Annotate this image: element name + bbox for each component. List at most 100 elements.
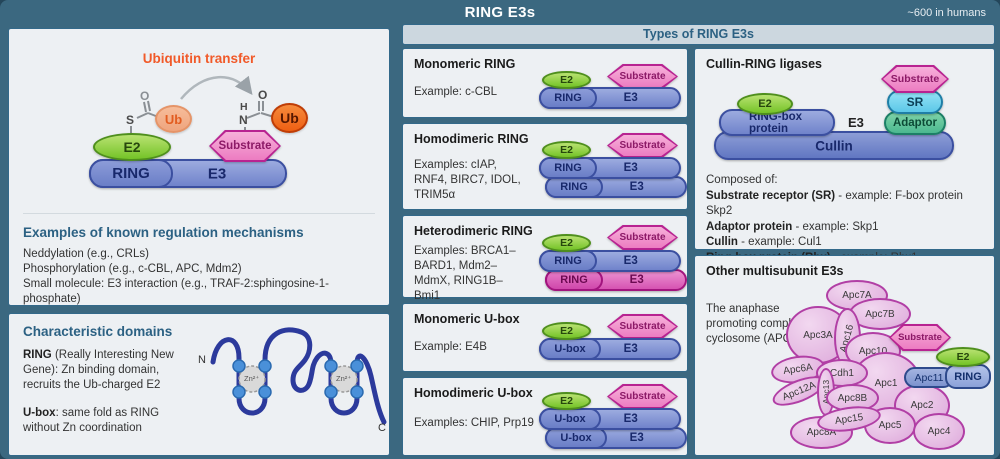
e3-bar-2: U-box E3 [545,427,687,449]
types-header-title: Types of RING E3s [643,27,754,41]
e2-enzyme: E2 [542,392,591,410]
apc-e2-enzyme: E2 [936,347,990,367]
oxygen-atom-right: O [258,88,268,102]
homodimeric-ring-section: Homodimeric RING Examples: cIAP, RNF4, B… [402,123,688,210]
e3-bar: RING E3 [89,159,287,188]
ubox-domain: U-box [545,427,607,449]
substrate-hexagon: Substrate [209,130,281,162]
section-example: Examples: cIAP, RNF4, BIRC7, IDOL, TRIM5… [414,159,521,201]
c-terminus-label: C [378,422,386,434]
composed-title: Composed of: [706,174,778,186]
transfer-bonds-arrow [130,75,275,135]
regulation-item: Small molecule: E3 interaction (e.g., TR… [23,278,329,305]
e3-bar: RING E3 [539,87,681,109]
apc-ring-pill: RING [945,364,991,389]
adaptor-pill: Adaptor [884,111,946,135]
substrate-hexagon: Substrate [607,133,678,158]
zn-label: Zn²⁺ [336,374,352,383]
panel-divider [23,213,375,214]
types-header-bar: Types of RING E3s [402,24,995,45]
ring-definition: RING (Really Interesting New Gene): Zn b… [23,349,174,391]
page-title: RING E3s [464,4,536,21]
apc-description: The anaphase promoting complex/ cyclosom… [706,303,807,345]
composed-item: Cullin - example: Cul1 [706,236,822,248]
composed-of-list: Composed of: Substrate receptor (SR) - e… [706,173,990,266]
protein-squiggle [210,327,387,425]
e3-bar-1: RING E3 [539,157,681,179]
ring-domain: RING [539,87,597,109]
section-title: Homodimeric RING [414,132,529,146]
hydrogen-atom: H [240,101,248,113]
composed-item: Adaptor protein - example: Skp1 [706,220,879,233]
e2-enzyme: E2 [93,133,171,161]
e3-bar-blue: RING E3 [539,250,681,272]
monomeric-ubox-section: Monomeric U-box Example: E4B Substrate U… [402,303,688,372]
ring-domain: RING [89,159,173,188]
zn-sites [238,365,358,393]
n-terminus-label: N [198,354,206,366]
ring-domain: RING [545,269,603,291]
apc11-pill: Apc11 [904,367,954,388]
ring-domain: RING [539,250,597,272]
ring-domain: RING [545,176,603,198]
regulation-title: Examples of known regulation mechanisms [23,225,304,240]
e2-enzyme: E2 [542,71,591,89]
substrate-hexagon: Substrate [881,65,949,93]
substrate-hexagon: Substrate [607,225,678,250]
e3-bar: U-box E3 [539,338,681,360]
regulation-list: Neddylation (e.g., CRLs) Phosphorylation… [23,247,383,307]
e2-enzyme: E2 [542,234,591,252]
heterodimeric-ring-section: Heterodimeric RING Examples: BRCA1–BARD1… [402,215,688,302]
sr-pill: SR [887,90,943,114]
regulation-item: Phosphorylation (e.g., c-CBL, APC, Mdm2) [23,263,242,275]
ub-acceptor: Ub [271,103,308,133]
apc-subunit: Apc7B [849,298,911,330]
oxygen-atom-left: O [140,89,150,103]
ubox-definition: U-box: same fold as RING without Zn coor… [23,407,160,434]
e2-enzyme: E2 [542,322,591,340]
section-title: Monomeric RING [414,57,516,71]
e3-bar-pink: RING E3 [545,269,687,291]
regulation-item: Neddylation (e.g., CRLs) [23,248,149,260]
section-example: Example: E4B [414,341,487,353]
ubox-domain: U-box [539,338,601,360]
cullin-title: Cullin-RING ligases [706,57,822,71]
nitrogen-atom: N [239,113,248,127]
zn-finger-diagram: N C Zn²⁺ Zn²⁺ [197,326,387,448]
cysteine-dots [232,359,364,399]
substrate-hexagon: Substrate [607,314,678,339]
count-note: ~600 in humans [907,7,986,19]
characteristic-domains-panel: Characteristic domains RING (Really Inte… [8,313,390,456]
apc-subunit: Apc4 [913,413,965,450]
e3-label: E3 [848,115,864,130]
section-example: Examples: BRCA1–BARD1, Mdm2–MdmX, RING1B… [414,245,516,302]
cullin-ring-panel: Cullin-RING ligases Cullin RING-box prot… [694,48,995,264]
e3-bar-2: RING E3 [545,176,687,198]
section-title: Heterodimeric RING [414,224,533,238]
e3-bar-1: U-box E3 [539,408,681,430]
substrate-hexagon: Substrate [607,384,678,409]
e2-enzyme: E2 [542,141,591,159]
ubox-domain: U-box [539,408,601,430]
substrate-hexagon: Substrate [607,64,678,89]
multisubunit-panel: Other multisubunit E3s The anaphase prom… [694,255,995,456]
multisubunit-title: Other multisubunit E3s [706,264,844,278]
section-title: Homodimeric U-box [414,386,533,400]
section-example: Examples: CHIP, Prp19 [414,417,534,429]
composed-item: Substrate receptor (SR) - example: F-box… [706,189,963,218]
ub-donor: Ub [155,105,192,133]
ubiquitin-transfer-panel: Ubiquitin transfer S O H N O Ub Ub [8,28,390,306]
apc-substrate-hexagon: Substrate [889,324,951,351]
section-example: Example: c-CBL [414,86,498,98]
domains-title: Characteristic domains [23,324,173,339]
ubiquitin-transfer-title: Ubiquitin transfer [142,51,256,66]
sulfur-atom: S [126,113,135,127]
monomeric-ring-section: Monomeric RING Example: c-CBL Substrate … [402,48,688,118]
e2-enzyme: E2 [737,93,793,115]
section-title: Monomeric U-box [414,312,520,326]
zn-label: Zn²⁺ [244,374,260,383]
ring-domain: RING [539,157,597,179]
homodimeric-ubox-section: Homodimeric U-box Examples: CHIP, Prp19 … [402,377,688,456]
e3-label: E3 [207,165,227,182]
